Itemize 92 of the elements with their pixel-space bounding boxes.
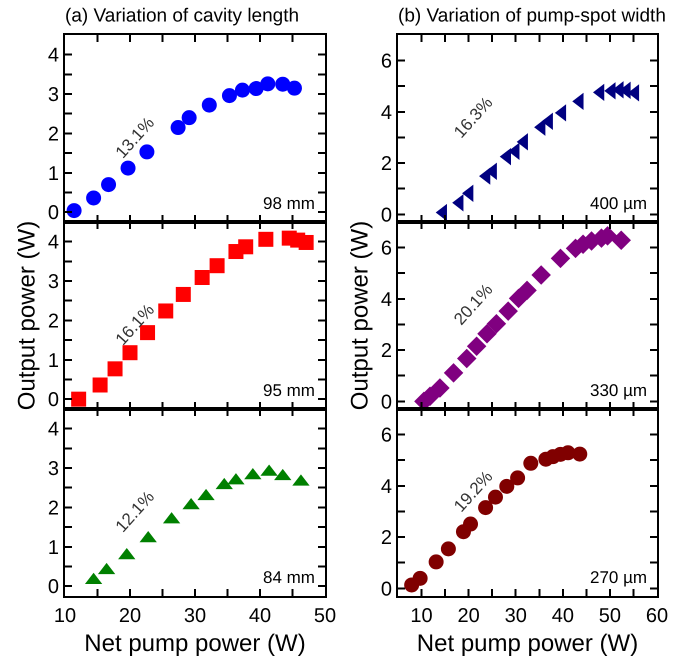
y-tick-label: 4: [48, 44, 59, 67]
x-tick-label: 20: [118, 605, 142, 627]
point: [158, 303, 174, 318]
y-tick-label: 0: [380, 204, 392, 226]
point: [258, 232, 274, 247]
point: [286, 80, 302, 96]
point: [108, 361, 123, 376]
point: [238, 239, 254, 254]
point: [430, 378, 450, 398]
x-tick-label: 10: [410, 605, 433, 627]
y-tick-label: 0: [380, 391, 392, 414]
y-tick-label: 6: [380, 50, 392, 73]
x-tick-label: 30: [504, 605, 527, 627]
y-tick-label: 2: [48, 123, 59, 146]
point: [275, 76, 290, 92]
point: [170, 120, 186, 136]
point: [210, 258, 225, 274]
point: [92, 377, 108, 392]
point: [222, 88, 237, 104]
x-tick-label: 20: [458, 605, 480, 627]
y-tick-label: 1: [48, 162, 59, 185]
y-tick-label: 4: [380, 476, 392, 498]
point: [412, 570, 428, 586]
x-axis-title: Net pump power (W): [84, 630, 306, 657]
x-tick-label: 40: [248, 605, 272, 627]
y-tick-label: 1: [48, 536, 59, 559]
y-tick-label: 2: [48, 310, 59, 332]
point: [499, 478, 514, 494]
point: [477, 324, 497, 344]
annotation: 330 µm: [590, 381, 648, 400]
y-tick-label: 4: [48, 232, 59, 254]
point: [498, 301, 518, 321]
y-tick-label: 0: [48, 576, 59, 598]
point: [86, 190, 102, 206]
annotation: 400 µm: [590, 194, 648, 213]
point: [120, 160, 136, 176]
y-tick-label: 4: [380, 102, 392, 124]
x-tick-label: 60: [646, 605, 668, 627]
annotation: 270 µm: [590, 568, 648, 587]
annotation: 84 mm: [263, 568, 315, 587]
point: [194, 270, 210, 286]
point: [101, 177, 116, 192]
point: [550, 248, 570, 268]
point: [298, 234, 314, 250]
point: [611, 230, 631, 250]
y-axis-title: Output power (W): [346, 220, 374, 410]
point: [572, 446, 588, 462]
y-tick-label: 3: [48, 458, 59, 480]
point: [444, 363, 464, 383]
point: [202, 98, 217, 113]
x-tick-label: 50: [314, 605, 336, 627]
x-tick-label: 40: [552, 605, 574, 627]
point: [440, 541, 456, 556]
y-tick-label: 2: [48, 497, 59, 520]
y-tick-label: 4: [48, 418, 59, 441]
y-tick-label: 3: [48, 84, 59, 106]
annotation: 95 mm: [263, 381, 315, 400]
chart-title: (b) Variation of pump-spot width: [398, 5, 666, 26]
x-tick-label: 10: [54, 605, 76, 627]
annotation: 98 mm: [263, 194, 315, 213]
point: [122, 345, 138, 360]
chart-title: (a) Variation of cavity length: [65, 5, 300, 26]
y-tick-label: 4: [380, 288, 392, 311]
point: [66, 203, 82, 218]
x-tick-label: 30: [184, 605, 206, 627]
y-tick-label: 0: [48, 389, 59, 412]
point: [510, 470, 526, 486]
point: [531, 265, 551, 285]
x-axis-title: Net pump power (W): [416, 630, 638, 657]
y-tick-label: 2: [380, 527, 392, 550]
y-tick-label: 0: [380, 578, 392, 600]
point: [457, 348, 476, 368]
point: [517, 280, 537, 300]
point: [176, 286, 191, 302]
y-axis-title: Output power (W): [13, 220, 40, 410]
y-tick-label: 3: [48, 271, 59, 294]
point: [466, 336, 486, 356]
point: [71, 392, 86, 407]
y-tick-label: 1: [48, 350, 59, 372]
point: [463, 516, 478, 532]
point: [248, 81, 264, 96]
point: [428, 554, 444, 570]
point: [260, 76, 276, 92]
y-tick-label: 6: [380, 238, 392, 260]
y-tick-label: 2: [380, 153, 392, 176]
y-tick-label: 6: [380, 424, 392, 447]
y-tick-label: 0: [48, 202, 59, 224]
x-tick-label: 50: [598, 605, 622, 627]
point: [182, 110, 197, 126]
point: [523, 456, 538, 471]
point: [234, 82, 250, 98]
y-tick-label: 2: [380, 340, 392, 362]
